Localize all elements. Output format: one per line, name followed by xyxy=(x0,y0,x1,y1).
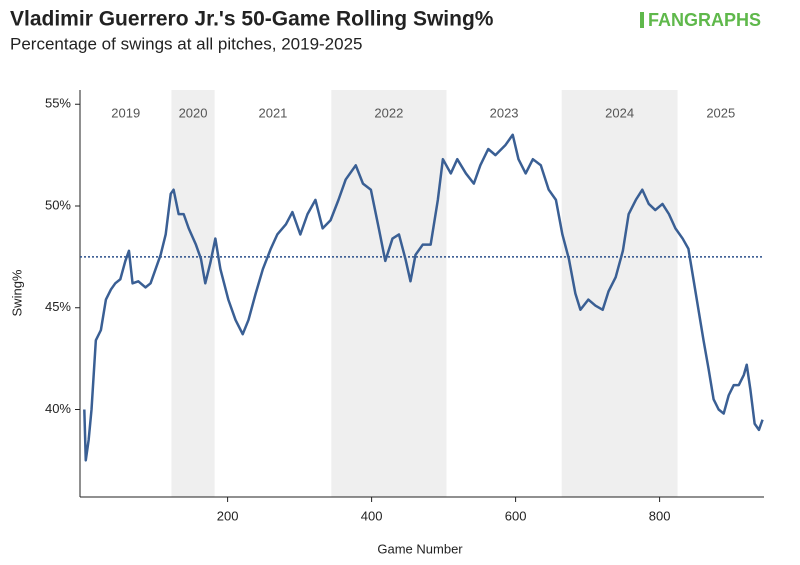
season-bands xyxy=(171,90,678,497)
y-tick-label: 50% xyxy=(45,197,71,212)
y-tick-label: 40% xyxy=(45,401,71,416)
x-tick-label: 600 xyxy=(505,508,527,523)
season-label: 2022 xyxy=(374,105,403,120)
season-band xyxy=(561,90,678,497)
season-label: 2024 xyxy=(605,105,634,120)
season-label: 2019 xyxy=(111,105,140,120)
chart-subtitle: Percentage of swings at all pitches, 201… xyxy=(10,34,363,53)
x-axis-label: Game Number xyxy=(377,541,463,556)
x-tick-label: 400 xyxy=(361,508,383,523)
y-tick-label: 45% xyxy=(45,299,71,314)
season-label: 2021 xyxy=(258,105,287,120)
y-axis-label: Swing% xyxy=(9,269,24,316)
y-tick-label: 55% xyxy=(45,96,71,111)
x-tick-label: 200 xyxy=(217,508,239,523)
season-label: 2025 xyxy=(706,105,735,120)
line-series xyxy=(83,133,764,462)
season-label: 2020 xyxy=(179,105,208,120)
brand: FANGRAPHS xyxy=(648,10,761,30)
season-band xyxy=(171,90,215,497)
season-label: 2023 xyxy=(490,105,519,120)
season-band xyxy=(331,90,447,497)
chart-title: Vladimir Guerrero Jr.'s 50-Game Rolling … xyxy=(10,8,494,31)
x-tick-label: 800 xyxy=(649,508,671,523)
logo-mark xyxy=(640,12,644,28)
